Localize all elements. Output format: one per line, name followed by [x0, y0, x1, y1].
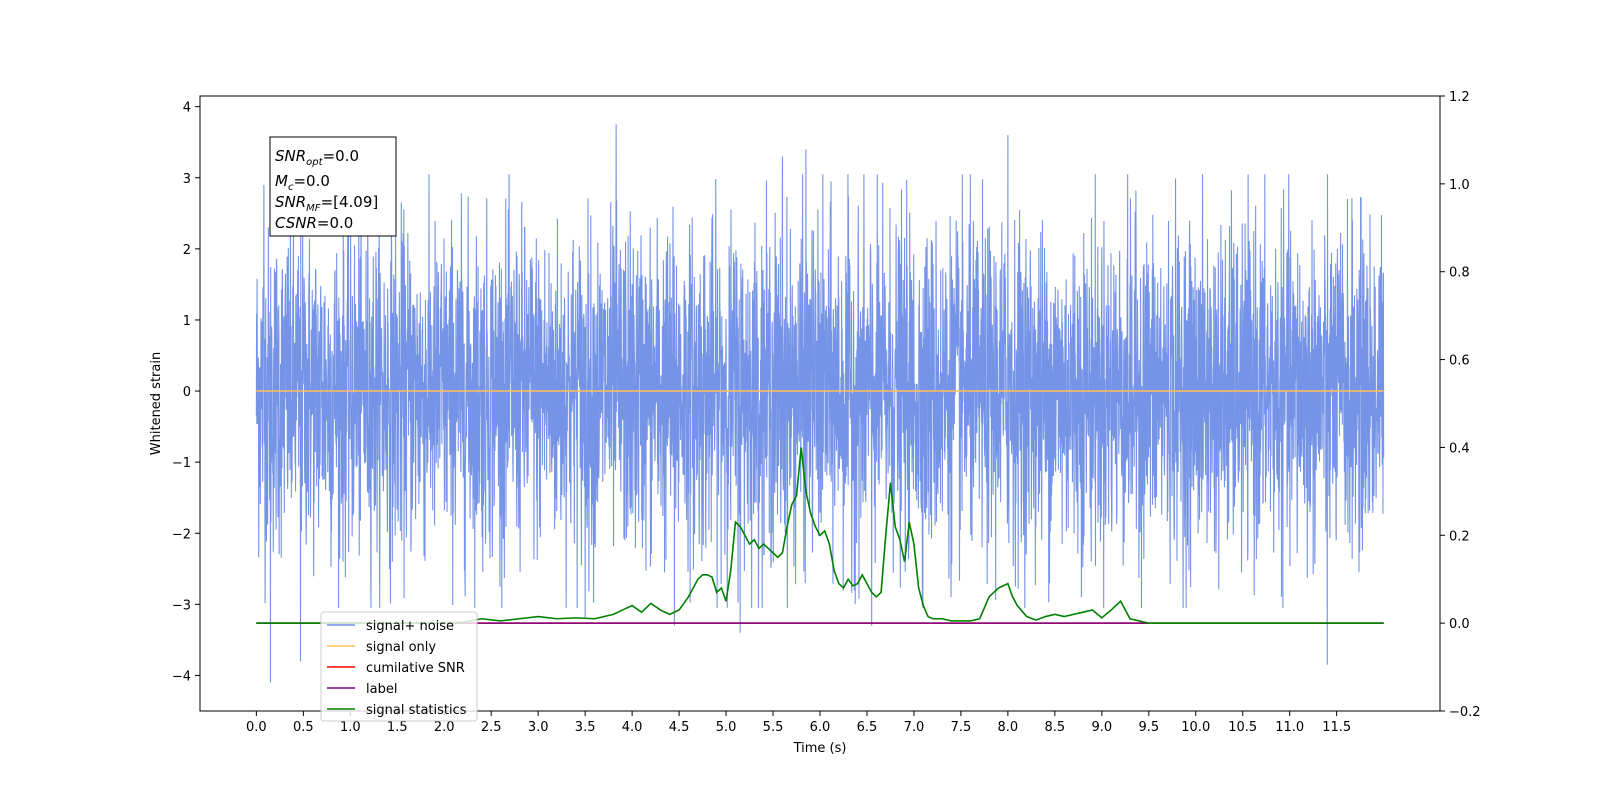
- x-tick-label: 0.5: [293, 720, 314, 735]
- y-axis-label: Whitened strain: [149, 352, 164, 455]
- y-left-tick-label: −1: [172, 456, 191, 471]
- legend-entry-cumilative-snr: cumilative SNR: [327, 661, 465, 676]
- y-right-tick-label: 1.2: [1449, 90, 1470, 105]
- legend-label-signal-noise: signal+ noise: [366, 619, 454, 634]
- y-left-tick-label: 4: [183, 101, 191, 116]
- x-tick-label: 10.0: [1181, 720, 1210, 735]
- x-axis-label: Time (s): [793, 741, 847, 756]
- legend-label-signal-statistics: signal statistics: [366, 703, 467, 718]
- x-tick-label: 5.5: [763, 720, 784, 735]
- legend-entry-signal-statistics: signal statistics: [327, 703, 467, 718]
- y-right-tick-label: 0.0: [1449, 617, 1470, 632]
- annotation-snr-opt: SNRopt=0.0: [275, 147, 359, 168]
- x-tick-label: 4.0: [622, 720, 643, 735]
- legend-entry-label: label: [327, 682, 397, 697]
- x-tick-label: 6.5: [857, 720, 878, 735]
- series-signal-noise-line: [255, 124, 1385, 683]
- x-tick-label: 3.0: [528, 720, 549, 735]
- annotation-snr-mf: SNRMF=[4.09]: [275, 193, 378, 214]
- y-right-tick-label: −0.2: [1449, 705, 1481, 720]
- y-left-tick-label: 3: [183, 172, 191, 187]
- y-right-tick-label: 0.4: [1449, 441, 1470, 456]
- x-tick-label: 9.5: [1138, 720, 1159, 735]
- legend-label-cumilative-snr: cumilative SNR: [366, 661, 465, 676]
- y-left-tick-label: −2: [172, 527, 191, 542]
- legend-label-label: label: [366, 682, 397, 697]
- legend: signal+ noise signal only cumilative SNR…: [320, 611, 478, 722]
- x-tick-label: 11.0: [1275, 720, 1304, 735]
- y-left-tick-label: −4: [172, 669, 191, 684]
- y-right-tick-label: 1.0: [1449, 178, 1470, 193]
- legend-entry-signal-only: signal only: [327, 640, 436, 655]
- annotation-mc: Mc=0.0: [275, 172, 330, 193]
- legend-entry-signal-noise: signal+ noise: [327, 619, 454, 634]
- x-tick-label: 0.0: [246, 720, 267, 735]
- legend-label-signal-only: signal only: [366, 640, 436, 655]
- x-tick-label: 9.0: [1091, 720, 1112, 735]
- y-right-tick-label: 0.8: [1449, 266, 1470, 281]
- x-tick-label: 2.0: [434, 720, 455, 735]
- x-tick-label: 4.5: [669, 720, 690, 735]
- y-left-tick-label: −3: [172, 598, 191, 613]
- annotation-frame: [269, 136, 397, 237]
- x-tick-label: 2.5: [481, 720, 502, 735]
- x-tick-label: 1.5: [387, 720, 408, 735]
- x-tick-label: 8.5: [1045, 720, 1066, 735]
- y-right-tick-label: 0.6: [1449, 354, 1470, 369]
- x-tick-label: 8.0: [998, 720, 1019, 735]
- y-right-tick-label: 0.2: [1449, 529, 1470, 544]
- x-tick-label: 5.0: [716, 720, 737, 735]
- y-left-tick-label: 0: [183, 385, 191, 400]
- y-left-tick-label: 2: [183, 243, 191, 258]
- y-axis-left-ticks: 4 3 2 1 0 −1 −2 −3 −4: [172, 101, 200, 684]
- annotation-csnr: CSNR=0.0: [275, 214, 353, 232]
- x-tick-label: 10.5: [1228, 720, 1257, 735]
- legend-frame: [320, 611, 478, 722]
- x-tick-label: 7.0: [904, 720, 925, 735]
- x-tick-label: 7.5: [951, 720, 972, 735]
- x-tick-label: 6.0: [810, 720, 831, 735]
- x-tick-label: 1.0: [340, 720, 361, 735]
- y-left-tick-label: 1: [183, 314, 191, 329]
- series-signal-statistics-line: [256, 447, 1384, 624]
- x-tick-label: 3.5: [575, 720, 596, 735]
- x-tick-label: 11.5: [1322, 720, 1351, 735]
- annotation-box: SNRopt=0.0 Mc=0.0 SNRMF=[4.09] CSNR=0.0: [269, 136, 397, 237]
- y-axis-right-ticks: 1.2 1.0 0.8 0.6 0.4 0.2 0.0 −0.2: [1440, 90, 1481, 720]
- x-axis-ticks: 0.0 0.5 1.0 1.5 2.0 2.5 3.0 3.5 4.0 4.5 5.0 5.5 6.0 6…: [246, 711, 1351, 735]
